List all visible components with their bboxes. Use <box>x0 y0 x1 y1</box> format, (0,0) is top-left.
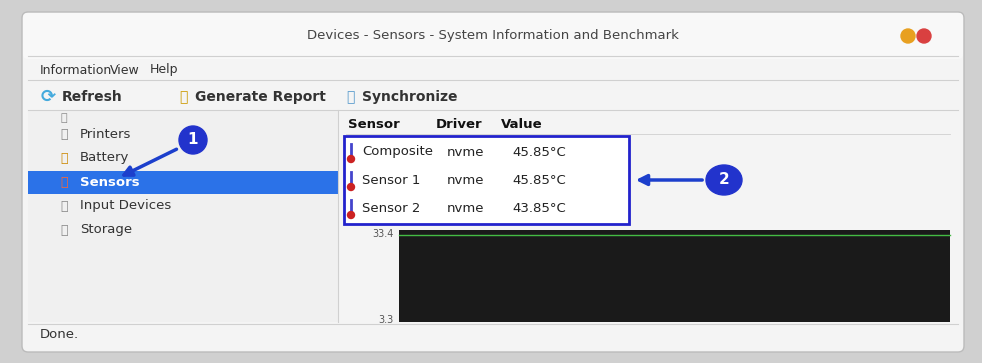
FancyBboxPatch shape <box>344 136 629 224</box>
Text: 43.85°C: 43.85°C <box>512 201 566 215</box>
Circle shape <box>179 126 207 154</box>
Text: Value: Value <box>501 118 543 131</box>
Circle shape <box>348 155 355 163</box>
Bar <box>399 230 950 322</box>
Text: nvme: nvme <box>447 174 484 187</box>
Text: 45.85°C: 45.85°C <box>512 146 566 159</box>
Text: 45.85°C: 45.85°C <box>512 174 566 187</box>
Text: Composite: Composite <box>362 146 433 159</box>
Text: nvme: nvme <box>447 146 484 159</box>
Text: Information: Information <box>40 64 112 77</box>
Text: 1: 1 <box>188 132 198 147</box>
Circle shape <box>901 29 915 43</box>
Text: Synchronize: Synchronize <box>362 90 458 104</box>
Text: Refresh: Refresh <box>62 90 123 104</box>
FancyBboxPatch shape <box>22 12 964 352</box>
Text: 💾: 💾 <box>60 224 68 237</box>
Bar <box>28 171 338 194</box>
Text: Sensor 2: Sensor 2 <box>362 201 420 215</box>
Text: Input Devices: Input Devices <box>80 200 171 212</box>
Bar <box>28 110 338 322</box>
Text: Sensor 1: Sensor 1 <box>362 174 420 187</box>
Text: Sensors: Sensors <box>80 175 139 188</box>
Text: 💧: 💧 <box>346 90 355 104</box>
Circle shape <box>917 29 931 43</box>
Circle shape <box>348 212 355 219</box>
Text: ⟳: ⟳ <box>40 88 56 106</box>
Text: Printers: Printers <box>80 127 132 140</box>
Ellipse shape <box>706 165 742 195</box>
Text: 3.3: 3.3 <box>379 315 394 325</box>
FancyBboxPatch shape <box>23 13 963 59</box>
Text: Storage: Storage <box>80 224 133 237</box>
Text: View: View <box>110 64 139 77</box>
Text: 2: 2 <box>719 172 730 188</box>
Text: 33.4: 33.4 <box>372 229 394 239</box>
Text: Help: Help <box>150 64 179 77</box>
Text: Done.: Done. <box>40 329 80 342</box>
Text: 🌡: 🌡 <box>60 175 68 188</box>
Text: 🧴: 🧴 <box>60 151 68 164</box>
Text: nvme: nvme <box>447 201 484 215</box>
Text: Generate Report: Generate Report <box>195 90 326 104</box>
Text: 🖱: 🖱 <box>60 200 68 212</box>
Text: Driver: Driver <box>436 118 482 131</box>
Text: 📋: 📋 <box>179 90 188 104</box>
Text: Sensor: Sensor <box>348 118 400 131</box>
Text: Devices - Sensors - System Information and Benchmark: Devices - Sensors - System Information a… <box>307 29 679 42</box>
Circle shape <box>348 184 355 191</box>
Text: Battery: Battery <box>80 151 130 164</box>
Text: 🖨: 🖨 <box>61 113 68 123</box>
Text: 🖨: 🖨 <box>60 127 68 140</box>
